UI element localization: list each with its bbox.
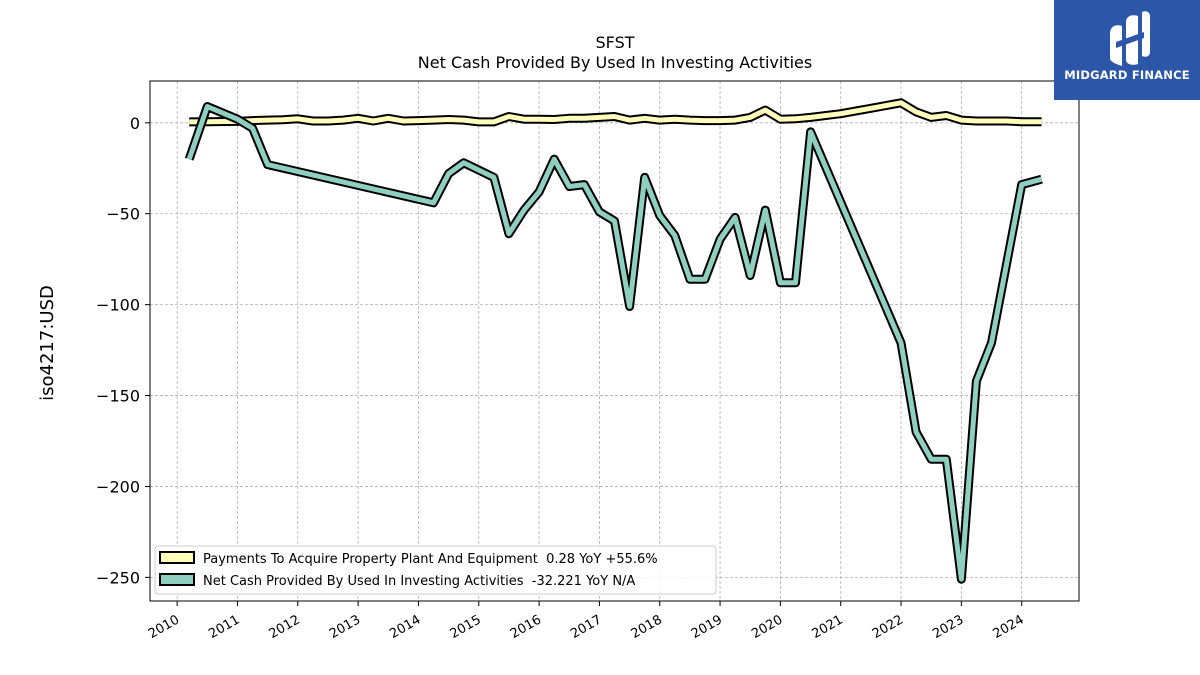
y-tick-label: −150 (96, 387, 140, 406)
y-tick-label: −50 (106, 205, 140, 224)
x-tick-label: 2021 (810, 612, 846, 642)
legend-label-net-cash: Net Cash Provided By Used In Investing A… (203, 574, 635, 589)
legend-box (154, 545, 717, 595)
x-tick-label: 2017 (568, 612, 604, 642)
plot-area-frame (149, 80, 1080, 602)
x-tick-label: 2016 (508, 612, 544, 642)
x-tick-label: 2018 (629, 612, 665, 642)
y-tick-label: −200 (96, 477, 140, 496)
y-axis-label: iso4217:USD (37, 285, 58, 401)
x-tick-label: 2011 (206, 612, 242, 642)
y-tick-label: −250 (96, 568, 140, 587)
legend-label-ppe: Payments To Acquire Property Plant And E… (203, 552, 658, 567)
x-tick-label: 2020 (749, 612, 785, 642)
x-tick-label: 2024 (991, 612, 1027, 642)
x-tick-label: 2013 (327, 612, 363, 642)
series-line-1 (186, 104, 1043, 582)
grid (150, 81, 1079, 601)
y-axis-ticks: 0 −50 −100 −150 −200 −250 (96, 114, 150, 587)
x-tick-label: 2019 (689, 612, 725, 642)
chart-subtitle: Net Cash Provided By Used In Investing A… (418, 53, 812, 72)
legend-swatch-net-cash (159, 573, 195, 586)
brand-logo: MIDGARD FINANCE (1054, 0, 1200, 100)
y-tick-label: 0 (130, 114, 140, 133)
x-tick-label: 2022 (870, 612, 906, 642)
x-tick-label: 2023 (930, 612, 966, 642)
series-lines (184, 98, 1043, 584)
midgard-logo-icon (1110, 11, 1150, 66)
y-tick-label: −100 (96, 296, 140, 315)
x-tick-label: 2012 (267, 612, 303, 642)
legend: Payments To Acquire Property Plant And E… (154, 545, 717, 595)
series-line-0 (189, 100, 1042, 125)
x-axis-ticks: 2010 2011 2012 2013 2014 2015 2016 2017 2018 2019… (146, 601, 1027, 642)
chart-title: SFST (595, 33, 634, 52)
brand-name: MIDGARD FINANCE (1064, 68, 1190, 82)
x-tick-label: 2014 (387, 612, 423, 642)
legend-swatch-ppe (159, 551, 195, 564)
x-tick-label: 2010 (146, 612, 182, 642)
x-tick-label: 2015 (448, 612, 484, 642)
